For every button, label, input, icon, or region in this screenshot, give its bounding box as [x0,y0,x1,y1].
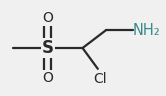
Text: Cl: Cl [93,72,107,86]
Text: NH₂: NH₂ [133,23,161,38]
Text: O: O [42,71,53,85]
Text: O: O [42,11,53,25]
Text: S: S [42,39,54,57]
